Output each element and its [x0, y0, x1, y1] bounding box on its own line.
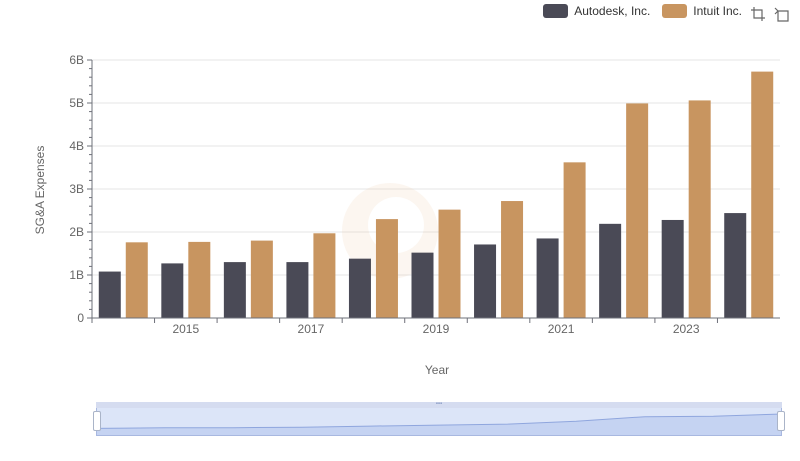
zoom-preview-line	[96, 413, 782, 436]
bars	[98, 71, 774, 319]
bar-autodesk-2022[interactable]	[599, 223, 622, 318]
y-axis-title: SG&A Expenses	[33, 146, 47, 235]
bar-autodesk-2014[interactable]	[98, 271, 121, 318]
x-axis: 2015 2017 2019 2021 2023	[91, 317, 780, 336]
bar-autodesk-2020[interactable]	[474, 244, 497, 318]
bar-intuit-2021[interactable]	[563, 162, 586, 318]
bar-autodesk-2017[interactable]	[286, 262, 309, 318]
y-tick-label: 4B	[69, 139, 84, 153]
zoom-handle-left[interactable]	[93, 411, 101, 431]
y-tick-label: 6B	[69, 53, 84, 67]
bar-intuit-2022[interactable]	[626, 103, 649, 319]
y-axis: 0 1B 2B 3B 4B 5B 6B	[69, 53, 93, 325]
y-tick-label: 1B	[69, 268, 84, 282]
x-tick-label: 2017	[298, 322, 325, 336]
x-axis-title: Year	[425, 363, 449, 377]
bar-autodesk-2024[interactable]	[724, 213, 747, 318]
grip-icon: ▪▪▪	[435, 401, 443, 407]
zoom-drag-bar[interactable]: ▪▪▪	[96, 401, 782, 408]
legend-label-intuit: Intuit Inc.	[693, 4, 742, 18]
bar-autodesk-2023[interactable]	[661, 219, 684, 318]
x-tick-label: 2015	[172, 322, 199, 336]
bar-autodesk-2018[interactable]	[348, 258, 371, 318]
bar-intuit-2016[interactable]	[250, 240, 273, 318]
x-tick-label: 2023	[673, 322, 700, 336]
x-tick-label: 2019	[423, 322, 450, 336]
legend-swatch-autodesk	[543, 4, 569, 18]
legend-item-autodesk[interactable]: Autodesk, Inc.	[543, 4, 650, 18]
legend-swatch-intuit	[662, 4, 688, 18]
legend-item-intuit[interactable]: Intuit Inc.	[662, 4, 742, 18]
zoom-handle-right[interactable]	[777, 411, 785, 431]
bar-intuit-2020[interactable]	[501, 201, 524, 318]
y-tick-label: 0	[77, 311, 84, 325]
x-tick-label: 2021	[548, 322, 575, 336]
bar-intuit-2019[interactable]	[438, 209, 461, 318]
legend-label-autodesk: Autodesk, Inc.	[574, 4, 651, 18]
bar-intuit-2017[interactable]	[313, 233, 336, 318]
bar-autodesk-2015[interactable]	[161, 263, 184, 318]
bar-autodesk-2021[interactable]	[536, 238, 559, 318]
bar-intuit-2024[interactable]	[751, 71, 774, 318]
y-tick-label: 3B	[69, 182, 84, 196]
bar-autodesk-2016[interactable]	[223, 262, 246, 318]
chart-toolbox	[750, 6, 790, 22]
area-zoom-icon[interactable]	[750, 6, 766, 22]
bar-autodesk-2019[interactable]	[411, 252, 434, 318]
bar-intuit-2018[interactable]	[375, 219, 398, 318]
bar-intuit-2015[interactable]	[188, 241, 211, 318]
bar-intuit-2023[interactable]	[688, 100, 711, 318]
data-zoom-slider[interactable]: ▪▪▪	[93, 401, 785, 436]
restore-icon[interactable]	[774, 6, 790, 22]
y-tick-label: 5B	[69, 96, 84, 110]
y-tick-label: 2B	[69, 225, 84, 239]
bar-intuit-2014[interactable]	[125, 242, 148, 318]
legend: Autodesk, Inc. Intuit Inc.	[543, 4, 742, 18]
